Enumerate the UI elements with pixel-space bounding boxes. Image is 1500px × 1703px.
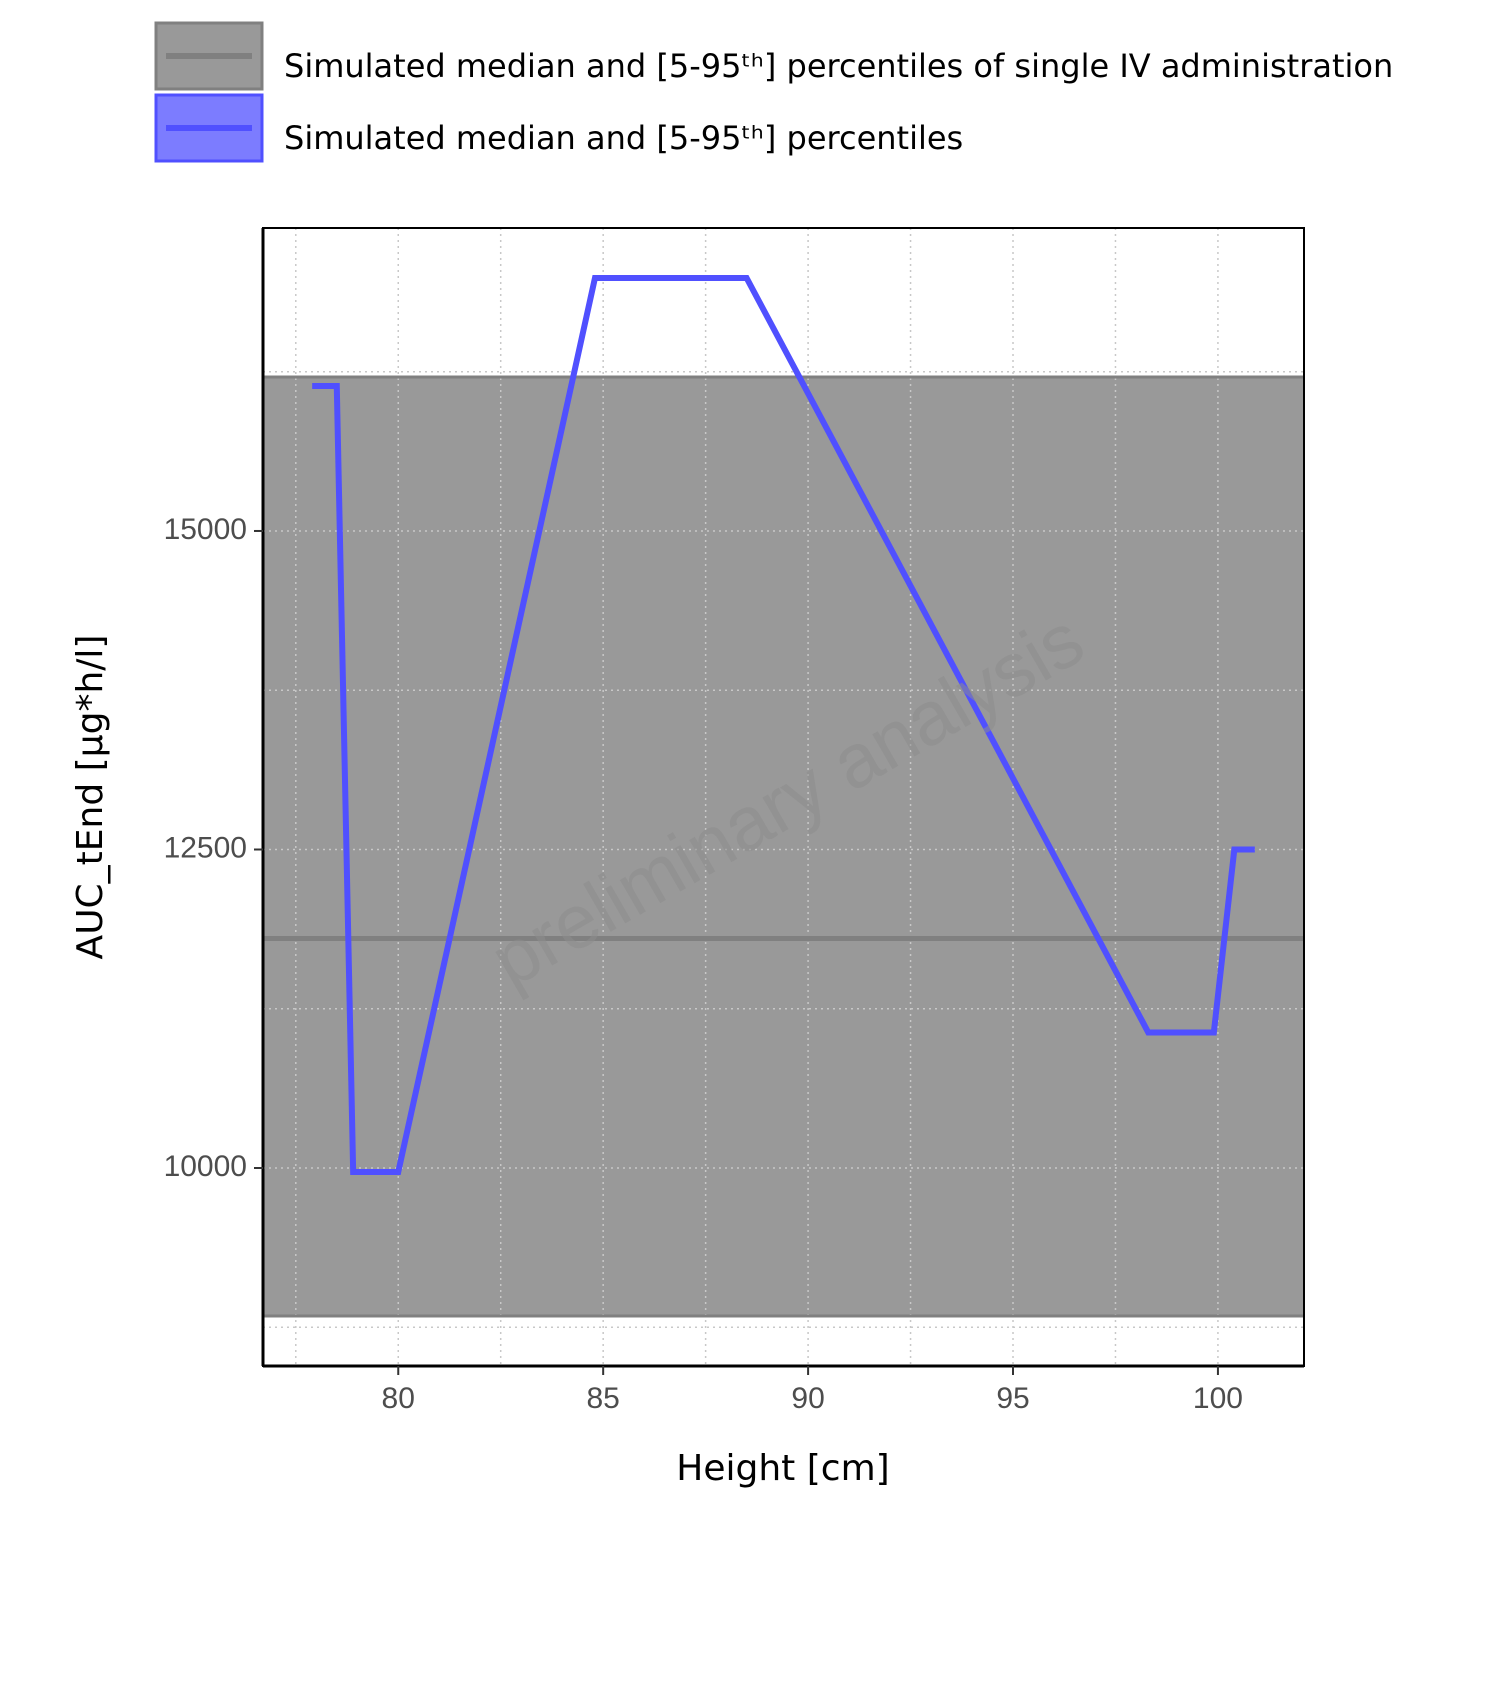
- y-tick-label: 10000: [164, 1150, 247, 1183]
- series-line: [312, 274, 1255, 1175]
- reference-band: [263, 376, 1304, 1317]
- x-tick-label: 90: [791, 1382, 824, 1415]
- y-tick-label: 15000: [164, 513, 247, 546]
- x-tick-label: 95: [996, 1382, 1029, 1415]
- plot-area: [263, 228, 1304, 1366]
- legend-label: Simulated median and [5-95ᵗʰ] percentile…: [284, 119, 963, 157]
- x-tick-label: 85: [586, 1382, 619, 1415]
- x-tick-label: 100: [1193, 1382, 1243, 1415]
- x-tick-label: 80: [382, 1382, 415, 1415]
- x-axis-title: Height [cm]: [676, 1448, 889, 1489]
- y-axis-title: AUC_tEnd [µg*h/l]: [70, 635, 111, 960]
- legend-label: Simulated median and [5-95ᵗʰ] percentile…: [284, 47, 1393, 85]
- y-tick-label: 12500: [164, 831, 247, 864]
